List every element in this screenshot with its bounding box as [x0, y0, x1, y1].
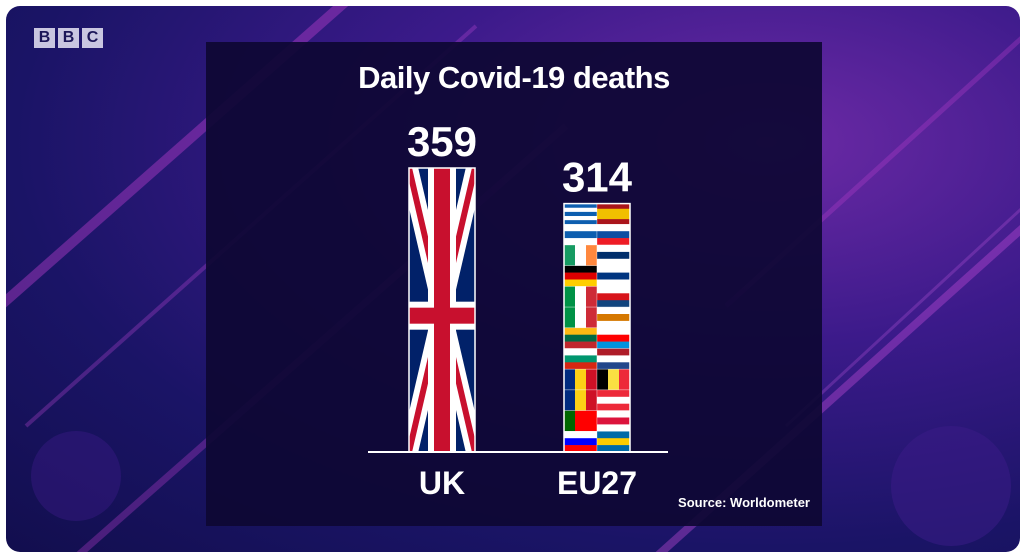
member-flag	[564, 306, 598, 329]
member-flag	[596, 306, 630, 329]
member-flag	[564, 430, 598, 452]
bbc-logo-letter: B	[58, 28, 79, 48]
bar-eu27	[564, 203, 630, 452]
member-flag	[564, 265, 598, 287]
category-label: EU27	[557, 465, 637, 501]
category-label: UK	[419, 465, 465, 501]
chart-panel: Daily Covid-19 deaths 359 UK 314 EU27 Sourc…	[206, 42, 822, 526]
source-label: Source: Worldometer	[678, 495, 810, 510]
member-flag	[564, 389, 598, 411]
member-flag	[596, 223, 630, 246]
broadcast-frame: B B C Daily Covid-19 deaths 359 UK 314 EU27…	[6, 6, 1020, 552]
member-flag	[596, 265, 630, 287]
member-flag	[564, 286, 598, 308]
member-flag	[596, 368, 630, 391]
bbc-logo-letter: C	[82, 28, 103, 48]
bbc-logo-letter: B	[34, 28, 55, 48]
member-flag	[596, 348, 630, 370]
value-label: 314	[562, 154, 633, 201]
chart-title: Daily Covid-19 deaths	[358, 60, 670, 95]
member-flag	[564, 203, 598, 225]
member-flag	[596, 286, 630, 308]
bar-uk	[409, 168, 475, 452]
member-flag	[564, 368, 598, 391]
member-flag	[564, 348, 598, 370]
member-flag	[596, 389, 630, 411]
bar-chart: 359 UK 314 EU27	[368, 118, 668, 501]
member-flag	[596, 327, 630, 349]
member-flag	[596, 410, 630, 432]
member-flag	[596, 430, 630, 452]
value-label: 359	[407, 118, 477, 165]
member-flag	[564, 223, 598, 246]
member-flag	[596, 203, 630, 225]
bbc-logo: B B C	[34, 28, 103, 48]
member-flag	[564, 244, 598, 266]
member-flag	[564, 410, 598, 432]
member-flag	[596, 244, 630, 266]
member-flag	[564, 327, 598, 349]
